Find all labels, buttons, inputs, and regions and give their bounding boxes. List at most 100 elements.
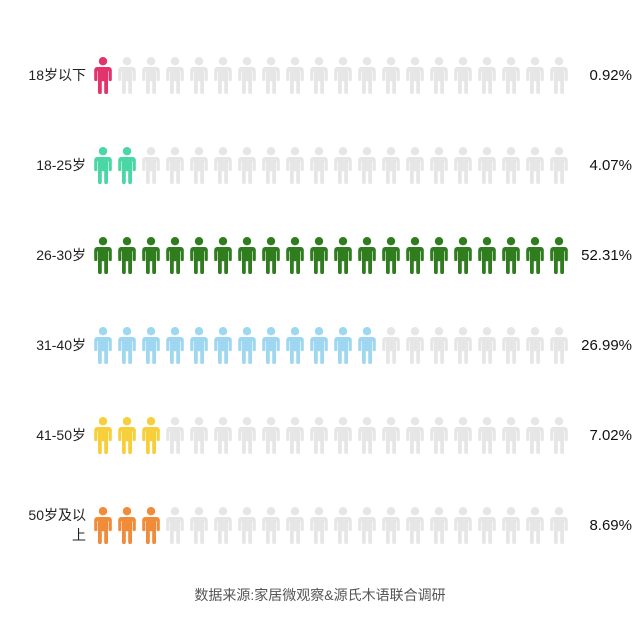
- person-icon: [164, 146, 186, 184]
- person-icon: [164, 56, 186, 94]
- person-icon: [452, 236, 474, 274]
- person-icon: [260, 416, 282, 454]
- person-icon: [308, 416, 330, 454]
- person-icon: [380, 56, 402, 94]
- row-icons: [92, 326, 570, 364]
- person-icon: [140, 326, 162, 364]
- row-label: 31-40岁: [20, 335, 92, 355]
- person-icon: [212, 146, 234, 184]
- person-icon: [524, 146, 546, 184]
- person-icon: [428, 236, 450, 274]
- person-icon: [236, 506, 258, 544]
- person-icon: [500, 326, 522, 364]
- row-icons: [92, 416, 570, 454]
- person-icon: [476, 506, 498, 544]
- row-label: 41-50岁: [20, 425, 92, 445]
- person-icon: [164, 506, 186, 544]
- person-icon: [116, 236, 138, 274]
- person-icon: [404, 416, 426, 454]
- person-icon: [356, 56, 378, 94]
- person-icon: [500, 416, 522, 454]
- person-icon: [356, 146, 378, 184]
- row-label: 18-25岁: [20, 155, 92, 175]
- person-icon: [116, 416, 138, 454]
- person-icon: [428, 416, 450, 454]
- row-icons: [92, 236, 570, 274]
- person-icon: [452, 146, 474, 184]
- person-icon: [116, 146, 138, 184]
- person-icon: [188, 236, 210, 274]
- person-icon: [428, 326, 450, 364]
- person-icon: [140, 56, 162, 94]
- row-percent: 7.02%: [570, 427, 632, 444]
- person-icon: [92, 326, 114, 364]
- person-icon: [284, 326, 306, 364]
- row-percent: 4.07%: [570, 157, 632, 174]
- person-icon: [140, 146, 162, 184]
- person-icon: [452, 56, 474, 94]
- person-icon: [404, 506, 426, 544]
- person-icon: [92, 56, 114, 94]
- person-icon: [476, 146, 498, 184]
- person-icon: [452, 326, 474, 364]
- person-icon: [284, 56, 306, 94]
- person-icon: [332, 506, 354, 544]
- person-icon: [476, 236, 498, 274]
- person-icon: [524, 326, 546, 364]
- row-icons: [92, 56, 570, 94]
- person-icon: [332, 416, 354, 454]
- person-icon: [476, 56, 498, 94]
- person-icon: [188, 146, 210, 184]
- person-icon: [260, 146, 282, 184]
- row-label: 50岁及以上: [20, 505, 92, 545]
- person-icon: [428, 146, 450, 184]
- person-icon: [212, 416, 234, 454]
- person-icon: [548, 506, 570, 544]
- person-icon: [404, 326, 426, 364]
- person-icon: [308, 326, 330, 364]
- person-icon: [500, 146, 522, 184]
- person-icon: [236, 236, 258, 274]
- person-icon: [524, 56, 546, 94]
- person-icon: [164, 326, 186, 364]
- person-icon: [92, 146, 114, 184]
- person-icon: [548, 146, 570, 184]
- person-icon: [332, 146, 354, 184]
- person-icon: [404, 236, 426, 274]
- person-icon: [428, 506, 450, 544]
- person-icon: [140, 416, 162, 454]
- person-icon: [92, 506, 114, 544]
- person-icon: [356, 236, 378, 274]
- person-icon: [140, 506, 162, 544]
- row-icons: [92, 506, 570, 544]
- person-icon: [428, 56, 450, 94]
- pictogram-row: 41-50岁: [20, 390, 620, 480]
- person-icon: [188, 56, 210, 94]
- data-source-caption: 数据来源:家居微观察&源氏木语联合调研: [0, 585, 640, 605]
- person-icon: [548, 56, 570, 94]
- person-icon: [500, 56, 522, 94]
- age-pictogram-chart: 18岁以下: [20, 30, 620, 570]
- row-icons: [92, 146, 570, 184]
- person-icon: [212, 56, 234, 94]
- person-icon: [524, 506, 546, 544]
- person-icon: [452, 506, 474, 544]
- person-icon: [524, 416, 546, 454]
- person-icon: [524, 236, 546, 274]
- person-icon: [380, 146, 402, 184]
- pictogram-row: 26-30岁: [20, 210, 620, 300]
- person-icon: [284, 146, 306, 184]
- person-icon: [164, 416, 186, 454]
- person-icon: [236, 146, 258, 184]
- pictogram-row: 50岁及以上: [20, 480, 620, 570]
- person-icon: [188, 416, 210, 454]
- person-icon: [236, 326, 258, 364]
- person-icon: [212, 506, 234, 544]
- person-icon: [212, 236, 234, 274]
- person-icon: [260, 506, 282, 544]
- row-label: 18岁以下: [20, 65, 92, 85]
- person-icon: [116, 56, 138, 94]
- person-icon: [380, 506, 402, 544]
- person-icon: [140, 236, 162, 274]
- person-icon: [116, 326, 138, 364]
